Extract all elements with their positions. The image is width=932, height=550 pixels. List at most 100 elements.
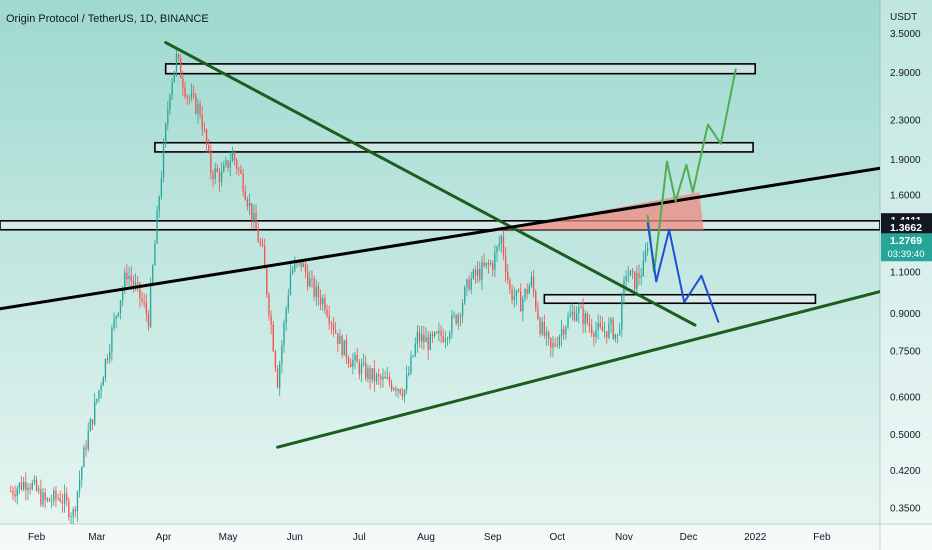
candle: [128, 266, 130, 287]
candle: [272, 320, 274, 353]
candle: [461, 299, 464, 324]
chart-title: Origin Protocol / TetherUS, 1D, BINANCE: [6, 13, 209, 25]
candle: [446, 336, 449, 346]
candle: [165, 122, 167, 148]
candle: [401, 387, 404, 400]
candle: [334, 321, 337, 335]
y-tick-label: 0.6000: [890, 392, 921, 403]
candle: [343, 340, 345, 356]
candle: [294, 256, 296, 273]
candle: [382, 368, 384, 388]
x-tick-label: May: [219, 532, 238, 543]
candle: [603, 321, 606, 339]
candle: [563, 324, 565, 341]
y-tick-label: 2.9000: [890, 68, 921, 79]
candle: [210, 144, 212, 180]
candle: [38, 485, 40, 494]
y-tick-label: 0.3500: [890, 503, 921, 514]
candle: [356, 347, 358, 363]
candle: [580, 302, 582, 309]
candle: [291, 265, 294, 276]
candle: [474, 265, 477, 285]
candle: [636, 265, 638, 297]
candle: [68, 497, 70, 521]
candle: [502, 229, 505, 261]
candle: [537, 302, 539, 321]
zones: [0, 63, 880, 305]
candle: [395, 385, 397, 397]
candle: [373, 359, 376, 392]
candle: [612, 316, 614, 341]
candle: [634, 271, 636, 291]
candle: [352, 352, 354, 375]
candle: [410, 350, 412, 376]
candle: [535, 289, 537, 313]
candle: [457, 312, 459, 330]
candle: [427, 330, 429, 360]
x-tick-label: Apr: [156, 532, 172, 543]
candle: [171, 78, 173, 101]
candle: [147, 309, 150, 332]
x-tick-label: Feb: [813, 532, 831, 543]
candle: [528, 283, 530, 295]
candle: [141, 291, 143, 306]
x-tick-label: Nov: [615, 532, 633, 543]
candle: [253, 204, 255, 229]
y-tick-label: 1.6000: [890, 190, 921, 201]
x-tick-label: Jul: [353, 532, 366, 543]
candle: [115, 315, 117, 329]
candle: [591, 318, 593, 337]
plot-area: [0, 41, 880, 524]
candle: [476, 261, 479, 283]
candle: [601, 316, 604, 332]
candle: [46, 497, 49, 503]
candle: [319, 289, 322, 311]
zone-3: [543, 293, 817, 305]
candle: [117, 312, 120, 318]
candle: [70, 512, 72, 524]
candle: [12, 486, 14, 500]
candle: [328, 305, 330, 330]
candle: [345, 334, 348, 365]
candle: [244, 185, 246, 201]
candle: [599, 315, 601, 330]
candle: [104, 358, 107, 382]
x-tick-label: Feb: [28, 532, 46, 543]
candle: [440, 325, 442, 344]
candle: [455, 313, 457, 326]
candle: [145, 293, 147, 322]
candle: [597, 314, 599, 340]
candle: [500, 234, 502, 253]
candle: [371, 368, 373, 384]
candle: [390, 379, 393, 393]
candle: [416, 325, 419, 353]
candle: [429, 331, 431, 351]
candle: [442, 328, 444, 344]
candle: [214, 163, 216, 185]
candle: [102, 376, 104, 386]
candle: [524, 288, 526, 302]
candle: [403, 389, 406, 403]
candle: [337, 332, 339, 352]
candle: [584, 309, 586, 333]
candle: [126, 263, 128, 287]
candle: [414, 337, 416, 358]
candle: [326, 304, 328, 319]
candle: [20, 475, 23, 491]
candle: [10, 485, 12, 493]
candle: [109, 343, 111, 364]
candle: [532, 269, 535, 298]
candle: [268, 291, 270, 321]
candle: [640, 267, 642, 286]
candle: [195, 92, 197, 115]
candle: [547, 330, 550, 346]
candle: [341, 334, 343, 359]
x-axis-ticks: Feb Mar Apr May Jun Jul Aug Sep Oct Nov Dec 2022 Feb: [28, 532, 831, 543]
candle: [14, 485, 16, 503]
candle: [96, 398, 98, 405]
candle: [111, 324, 113, 362]
candle: [526, 282, 528, 300]
candle: [57, 493, 59, 501]
